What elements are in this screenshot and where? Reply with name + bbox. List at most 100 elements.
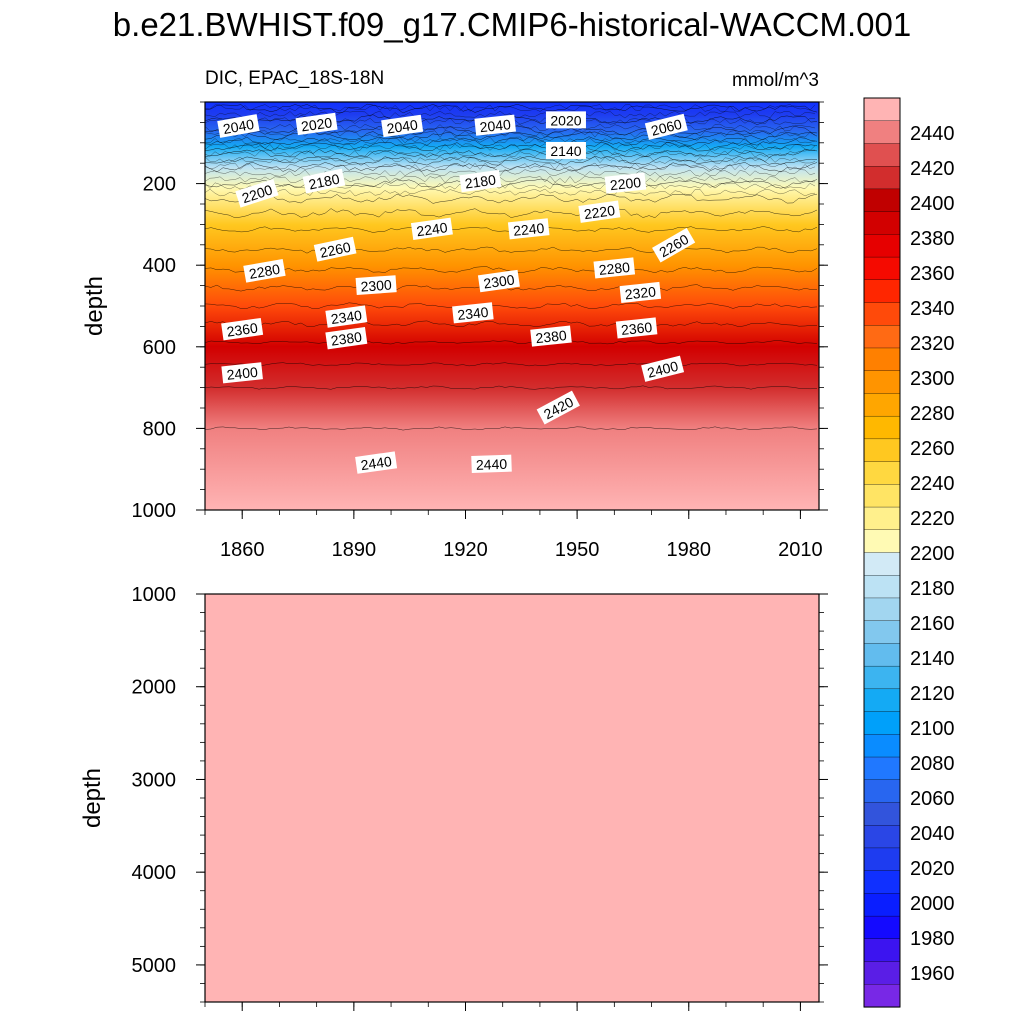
colorbar-box	[863, 756, 901, 781]
contour-label-text: 2360	[620, 319, 653, 338]
contour-label-text: 2280	[248, 261, 282, 282]
contour-label-text: 2060	[649, 116, 683, 139]
x-tick-label: 1980	[667, 539, 712, 561]
top-plot-area: 2040 2020 2040 2040 2020 2060 2140 2200 2180 2180…	[205, 102, 819, 510]
y-tick-label: 4000	[132, 862, 177, 884]
contour-line	[205, 110, 816, 119]
contour-label: 2020	[295, 112, 338, 136]
panel-left-label: DIC, EPAC_18S-18N	[205, 68, 384, 89]
y-tick-label: 400	[143, 255, 176, 277]
contour-line	[205, 426, 818, 431]
colorbar-box	[863, 506, 901, 531]
colorbar-label: 2180	[910, 578, 955, 600]
x-tick-label: 1920	[443, 539, 488, 561]
contour-label: 2040	[474, 114, 516, 136]
colorbar-box	[863, 370, 901, 395]
contour-line	[205, 193, 818, 204]
colorbar-label: 2080	[910, 753, 955, 775]
colorbar-label: 1980	[910, 928, 955, 950]
colorbar-box	[863, 347, 901, 372]
contour-label: 2300	[355, 275, 397, 295]
colorbar-box	[863, 166, 901, 190]
top-y-axis-label: depth	[81, 276, 108, 336]
colorbar-box	[863, 915, 901, 940]
x-tick-label: 2010	[778, 539, 823, 561]
contour-line	[205, 155, 818, 166]
colorbar-box	[863, 938, 901, 963]
contour-line	[205, 302, 818, 310]
contour-label: 2220	[578, 200, 621, 223]
contour-label-text: 2340	[457, 304, 490, 323]
contour-label-text: 2440	[476, 456, 508, 473]
contour-label: 2360	[615, 317, 658, 339]
colorbar-box	[863, 893, 901, 917]
contour-line	[205, 340, 818, 345]
contour-label-text: 2020	[550, 112, 581, 128]
contour-line	[205, 284, 818, 292]
contour-label-text: 2040	[386, 116, 419, 136]
colorbar-box	[863, 461, 901, 485]
top-panel: DIC, EPAC_18S-18N mmol/m^3 2040 2020 2040 2…	[81, 68, 828, 561]
colorbar-label: 2120	[910, 683, 955, 705]
colorbar-box	[863, 211, 901, 235]
colorbar-box	[863, 552, 901, 576]
colorbar-label: 2200	[910, 543, 955, 565]
contour-label: 2380	[325, 326, 368, 350]
contour-line	[205, 169, 816, 177]
main-title: b.e21.BWHIST.f09_g17.CMIP6-historical-WA…	[113, 6, 911, 43]
colorbar-box	[863, 120, 901, 145]
contour-label-text: 2180	[464, 171, 497, 191]
colorbar-box	[863, 188, 901, 213]
colorbar-label: 2380	[910, 228, 955, 250]
contour-label-text: 2400	[226, 364, 259, 383]
top-axis-ticks: 1860 1890 1920 1950 1980 2010 200 400 600 800 1000	[132, 101, 828, 561]
contour-label: 2180	[302, 168, 346, 194]
contour-label: 2340	[325, 305, 368, 328]
y-tick-label: 800	[143, 418, 176, 440]
x-tick-label: 1950	[555, 539, 600, 561]
contour-label-text: 2300	[482, 271, 515, 291]
contour-line	[205, 136, 816, 145]
contour-line	[205, 149, 815, 158]
colorbar-box	[863, 961, 901, 985]
colorbar-box	[863, 529, 901, 554]
colorbar-label: 2440	[910, 123, 955, 145]
colorbar-label: 2360	[910, 263, 955, 285]
contour-label-text: 2320	[624, 283, 657, 302]
contour-label-text: 2400	[646, 358, 680, 381]
contour-line	[205, 320, 817, 328]
x-tick-label: 1890	[332, 539, 377, 561]
contour-label: 2200	[604, 172, 647, 194]
colorbar-label: 2020	[910, 858, 955, 880]
contour-label: 2140	[545, 141, 586, 159]
y-tick-label: 1000	[132, 584, 177, 606]
panel-units-label: mmol/m^3	[732, 70, 819, 91]
colorbar-box	[863, 802, 901, 826]
contour-line	[205, 156, 816, 164]
y-tick-label: 3000	[132, 769, 177, 791]
contour-label-text: 2340	[330, 307, 363, 327]
bottom-plot-fill	[205, 594, 819, 1002]
contour-line	[205, 104, 816, 112]
colorbar-label: 2420	[910, 158, 955, 180]
colorbar-box	[863, 279, 901, 304]
colorbar-label: 2220	[910, 508, 955, 530]
contour-label: 2280	[243, 258, 286, 283]
contour-label-text: 2240	[512, 220, 545, 239]
contour-label-text: 2220	[583, 202, 616, 222]
contour-label: 2040	[381, 114, 424, 138]
colorbar-box	[863, 711, 901, 735]
contour-label: 2300	[477, 269, 520, 293]
colorbar-box	[863, 984, 901, 1008]
colorbar-box	[863, 643, 901, 667]
contour-line	[205, 162, 818, 173]
contour-label: 2340	[452, 302, 494, 324]
colorbar-box	[863, 575, 901, 599]
contour-line	[205, 148, 818, 158]
colorbar-box	[863, 234, 901, 258]
colorbar-box	[863, 302, 901, 326]
colorbar-label: 2040	[910, 823, 955, 845]
contour-label-text: 2040	[479, 116, 512, 135]
contour-label-text: 2440	[360, 453, 393, 473]
